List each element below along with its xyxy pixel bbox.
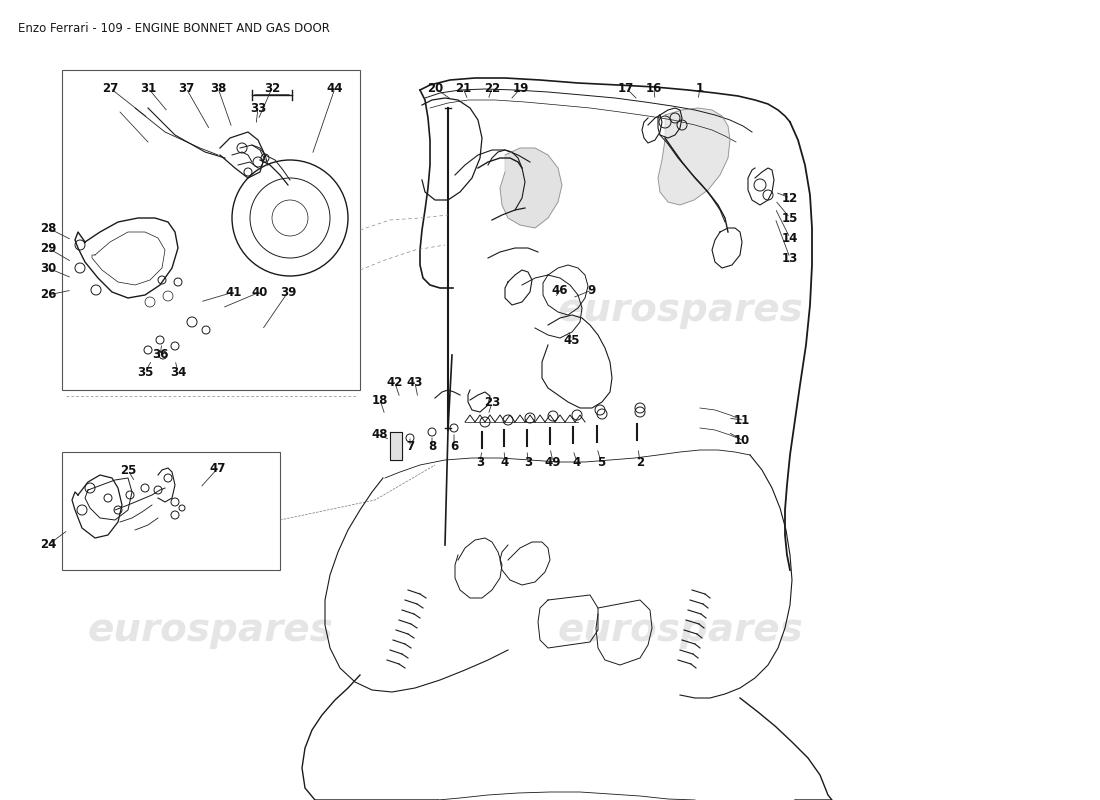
Text: 44: 44 (327, 82, 343, 94)
Text: 46: 46 (552, 283, 569, 297)
Text: 23: 23 (484, 397, 500, 410)
Text: 33: 33 (250, 102, 266, 114)
Text: 17: 17 (618, 82, 634, 94)
Text: 28: 28 (40, 222, 56, 234)
Text: 3: 3 (524, 455, 532, 469)
Text: 47: 47 (210, 462, 227, 474)
Text: 49: 49 (544, 455, 561, 469)
Text: 12: 12 (782, 191, 799, 205)
Bar (62, 452, 280, 570)
Text: 24: 24 (40, 538, 56, 551)
Text: 8: 8 (428, 441, 436, 454)
Text: 3: 3 (476, 455, 484, 469)
Text: 4: 4 (573, 455, 581, 469)
Text: Enzo Ferrari - 109 - ENGINE BONNET AND GAS DOOR: Enzo Ferrari - 109 - ENGINE BONNET AND G… (18, 22, 330, 35)
Text: 15: 15 (782, 211, 799, 225)
Text: 34: 34 (169, 366, 186, 378)
Text: 1: 1 (696, 82, 704, 94)
Text: eurospares: eurospares (87, 611, 333, 649)
Text: 42: 42 (387, 377, 404, 390)
Text: 6: 6 (450, 441, 458, 454)
Text: eurospares: eurospares (87, 291, 333, 329)
Text: 21: 21 (455, 82, 471, 94)
Text: 20: 20 (427, 82, 443, 94)
Text: 13: 13 (782, 251, 799, 265)
Text: 43: 43 (407, 377, 424, 390)
Text: 48: 48 (372, 429, 388, 442)
Text: 37: 37 (178, 82, 194, 94)
Text: eurospares: eurospares (557, 611, 803, 649)
Text: 7: 7 (406, 441, 414, 454)
Text: 26: 26 (40, 289, 56, 302)
Text: 16: 16 (646, 82, 662, 94)
Polygon shape (390, 432, 402, 460)
Text: 19: 19 (513, 82, 529, 94)
Polygon shape (658, 108, 730, 205)
Text: 41: 41 (226, 286, 242, 298)
Text: 45: 45 (563, 334, 581, 346)
Text: 14: 14 (782, 231, 799, 245)
Text: 2: 2 (636, 455, 645, 469)
Bar (62, 70, 360, 390)
Text: 40: 40 (252, 286, 268, 298)
Text: 29: 29 (40, 242, 56, 254)
Polygon shape (500, 148, 562, 228)
Text: 22: 22 (484, 82, 500, 94)
Text: 25: 25 (120, 463, 136, 477)
Text: eurospares: eurospares (557, 291, 803, 329)
Text: 5: 5 (597, 455, 605, 469)
Text: 11: 11 (734, 414, 750, 426)
Text: 18: 18 (372, 394, 388, 406)
Text: 27: 27 (102, 82, 118, 94)
Text: 38: 38 (210, 82, 227, 94)
Text: 9: 9 (587, 283, 596, 297)
Text: 4: 4 (500, 455, 509, 469)
Text: 32: 32 (264, 82, 280, 94)
Text: 30: 30 (40, 262, 56, 274)
Text: 10: 10 (734, 434, 750, 446)
Text: 31: 31 (140, 82, 156, 94)
Text: 36: 36 (152, 349, 168, 362)
Text: 39: 39 (279, 286, 296, 298)
Text: 35: 35 (136, 366, 153, 378)
